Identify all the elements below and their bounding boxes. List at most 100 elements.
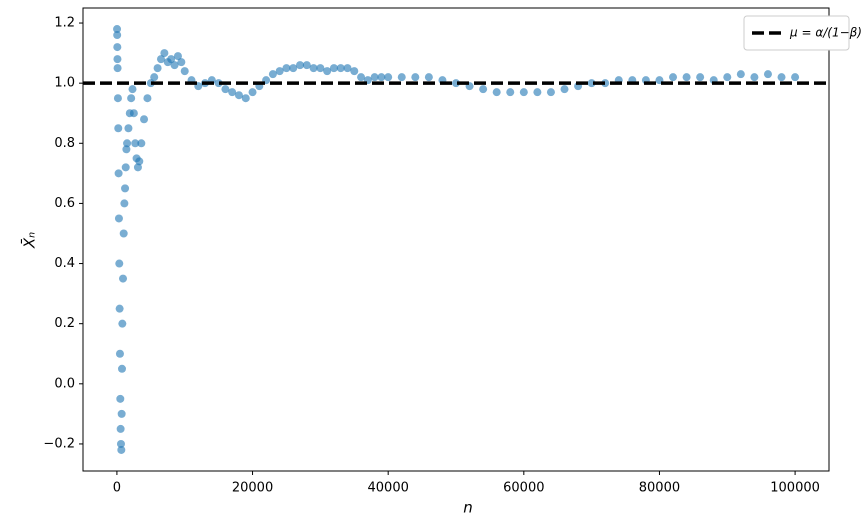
point xyxy=(114,124,123,133)
point xyxy=(336,64,345,73)
point xyxy=(121,184,130,193)
point xyxy=(156,55,165,64)
point xyxy=(127,94,136,103)
x-tick-label: 80000 xyxy=(639,481,680,496)
legend-label: μ = α/(1−β) xyxy=(789,26,862,40)
y-tick-label: 0.2 xyxy=(54,316,75,331)
point xyxy=(357,73,366,82)
point xyxy=(129,109,138,118)
point xyxy=(116,439,125,448)
point xyxy=(113,64,122,73)
y-tick-label: 1.0 xyxy=(54,76,75,91)
point xyxy=(377,73,386,82)
y-tick-label: −0.2 xyxy=(43,436,75,451)
point xyxy=(316,64,325,73)
x-tick-label: 40000 xyxy=(368,481,409,496)
point xyxy=(452,79,460,88)
y-tick-label: 1.2 xyxy=(54,16,75,31)
point xyxy=(115,259,124,268)
point xyxy=(397,73,406,82)
point xyxy=(113,25,122,34)
point xyxy=(117,445,126,454)
y-tick-label: 0.4 xyxy=(54,256,75,271)
point xyxy=(115,349,124,358)
point xyxy=(214,79,223,88)
point xyxy=(116,424,125,433)
point xyxy=(143,94,152,103)
point xyxy=(411,73,420,82)
point xyxy=(140,115,149,124)
point xyxy=(113,31,122,40)
point xyxy=(120,199,129,208)
point xyxy=(289,64,298,73)
point xyxy=(241,94,250,103)
x-tick-label: 20000 xyxy=(232,481,273,496)
point xyxy=(777,73,786,82)
point xyxy=(492,88,501,97)
point xyxy=(682,73,691,82)
point xyxy=(115,304,124,313)
point xyxy=(117,364,126,373)
point xyxy=(123,139,132,148)
point xyxy=(177,58,186,67)
point xyxy=(170,61,179,70)
point xyxy=(384,73,393,82)
point xyxy=(329,64,338,73)
point xyxy=(323,67,332,76)
y-axis-label: X̄ₙ xyxy=(20,232,39,249)
point xyxy=(131,139,140,148)
point xyxy=(275,67,284,76)
point xyxy=(122,145,131,154)
point xyxy=(424,73,433,82)
point xyxy=(228,88,237,97)
y-tick-label: 0.0 xyxy=(54,376,75,391)
point xyxy=(121,163,130,172)
point xyxy=(750,73,759,82)
point xyxy=(167,55,176,64)
point xyxy=(234,91,243,100)
point xyxy=(117,409,126,418)
point xyxy=(296,61,305,70)
point xyxy=(479,85,488,94)
point xyxy=(791,73,800,82)
legend: μ = α/(1−β) xyxy=(743,15,862,51)
point xyxy=(519,88,528,97)
point xyxy=(116,394,125,403)
point xyxy=(309,64,318,73)
point xyxy=(113,94,122,103)
point xyxy=(736,70,745,79)
x-tick-label: 60000 xyxy=(503,481,544,496)
point xyxy=(533,88,542,97)
point xyxy=(546,88,555,97)
y-tick-label: 0.8 xyxy=(54,136,75,151)
point xyxy=(343,64,352,73)
point xyxy=(180,67,189,76)
point xyxy=(248,88,257,97)
point xyxy=(221,85,230,94)
point xyxy=(282,64,291,73)
x-axis-label: n xyxy=(463,499,473,517)
point xyxy=(763,70,772,79)
point xyxy=(350,67,359,76)
point xyxy=(370,73,379,82)
point xyxy=(128,85,137,94)
point xyxy=(153,64,162,73)
x-tick-label: 0 xyxy=(113,481,121,496)
point xyxy=(560,85,569,94)
x-tick-label: 100000 xyxy=(770,481,820,496)
point xyxy=(135,157,144,166)
point xyxy=(146,79,155,88)
point xyxy=(601,79,610,88)
point xyxy=(124,124,133,133)
point xyxy=(723,73,732,82)
point xyxy=(150,73,159,82)
point xyxy=(173,52,182,61)
y-tick-label: 0.6 xyxy=(54,196,75,211)
point xyxy=(160,49,169,58)
point xyxy=(113,43,122,52)
point xyxy=(113,55,122,64)
point xyxy=(302,61,311,70)
plot-frame xyxy=(82,7,830,472)
point xyxy=(114,169,123,178)
